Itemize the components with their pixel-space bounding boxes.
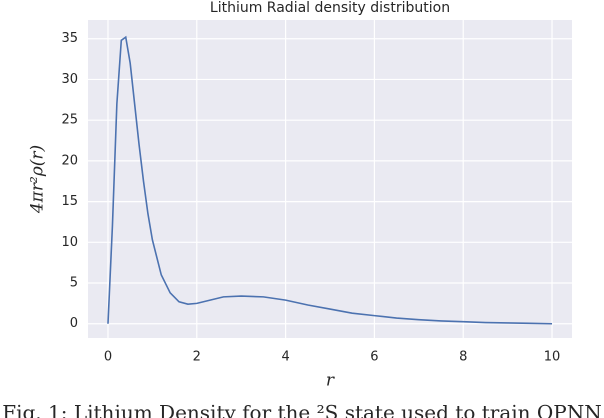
y-tick-label: 20 (61, 153, 78, 168)
caption: Fig. 1: Lithium Density for the ²S state… (2, 401, 602, 418)
x-tick-label: 2 (193, 350, 201, 365)
x-tick-label: 0 (104, 350, 112, 365)
y-tick-label: 25 (61, 113, 78, 128)
plot-area (88, 20, 572, 338)
x-tick-label: 8 (459, 350, 467, 365)
y-tick-label: 15 (61, 194, 78, 209)
x-axis-label: r (326, 371, 335, 391)
data-line (107, 35, 553, 325)
x-tick-label: 6 (370, 350, 378, 365)
y-axis-label: 4πr²ρ(r) (28, 145, 48, 214)
chart-title: Lithium Radial density distribution (210, 0, 450, 16)
y-tick-label: 0 (70, 316, 78, 331)
x-tick-label: 4 (281, 350, 289, 365)
y-tick-label: 30 (61, 72, 78, 87)
y-tick-label: 10 (61, 235, 78, 250)
y-tick-label: 35 (61, 31, 78, 46)
x-tick-label: 10 (544, 350, 561, 365)
y-tick-label: 5 (70, 276, 78, 291)
